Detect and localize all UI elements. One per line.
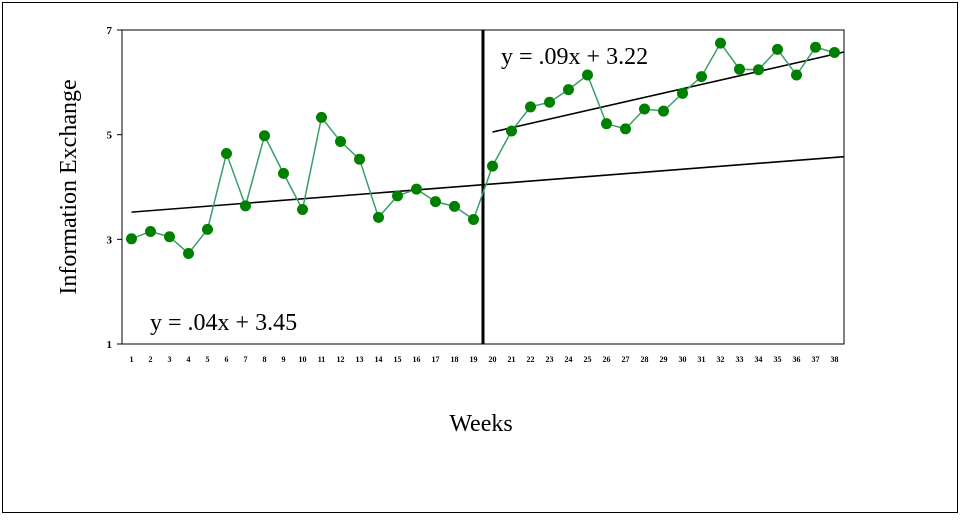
y-tick-label: 3: [107, 234, 113, 246]
data-point: [506, 125, 517, 137]
x-tick-label: 14: [375, 355, 383, 364]
data-point: [278, 167, 289, 179]
data-point: [829, 47, 840, 59]
x-tick-label: 2: [149, 355, 153, 364]
x-tick-label: 5: [206, 355, 210, 364]
data-point: [392, 190, 403, 202]
x-tick-label: 20: [489, 355, 497, 364]
x-tick-label: 21: [508, 355, 516, 364]
outer-border: [2, 2, 958, 513]
series-line: [131, 41, 835, 255]
data-point: [373, 211, 384, 223]
data-point: [449, 200, 460, 212]
data-point: [411, 183, 422, 195]
data-point: [810, 41, 821, 53]
data-point: [202, 223, 213, 235]
x-tick-label: 23: [546, 355, 554, 364]
x-tick-label: 10: [299, 355, 307, 364]
x-tick-label: 3: [168, 355, 172, 364]
x-tick-label: 24: [565, 355, 573, 364]
equation-phase-1: y = .04x + 3.45: [150, 310, 297, 336]
data-point: [430, 196, 441, 208]
x-tick-label: 11: [318, 355, 326, 364]
x-tick-label: 33: [736, 355, 744, 364]
data-point: [525, 101, 536, 113]
x-tick-label: 28: [641, 355, 649, 364]
x-tick-label: 31: [698, 355, 706, 364]
data-point: [715, 37, 726, 49]
x-tick-label: 4: [187, 355, 191, 364]
x-tick-label: 30: [679, 355, 687, 364]
data-point: [772, 43, 783, 55]
x-tick-label: 9: [282, 355, 286, 364]
x-tick-label: 12: [337, 355, 345, 364]
data-point: [753, 64, 764, 76]
data-point: [620, 123, 631, 135]
data-point: [791, 69, 802, 81]
x-axis-title: Weeks: [449, 411, 512, 437]
data-point: [468, 213, 479, 225]
data-point: [582, 69, 593, 81]
x-tick-label: 38: [831, 355, 839, 364]
x-tick-label: 26: [603, 355, 611, 364]
data-point: [240, 200, 251, 212]
y-tick-label: 7: [107, 25, 113, 37]
data-point: [126, 233, 137, 245]
x-tick-label: 29: [660, 355, 668, 364]
data-point: [658, 105, 669, 117]
x-tick-label: 1: [130, 355, 134, 364]
data-point: [734, 63, 745, 75]
data-point: [639, 103, 650, 115]
data-point: [487, 160, 498, 172]
x-tick-label: 32: [717, 355, 725, 364]
data-point: [677, 87, 688, 99]
equation-phase-2: y = .09x + 3.22: [501, 44, 648, 70]
x-tick-label: 15: [394, 355, 402, 364]
x-tick-label: 13: [356, 355, 364, 364]
x-tick-label: 7: [244, 355, 248, 364]
x-tick-label: 17: [432, 355, 440, 364]
x-tick-label: 35: [774, 355, 782, 364]
data-point: [544, 96, 555, 108]
x-tick-label: 18: [451, 355, 459, 364]
x-tick-label: 6: [225, 355, 229, 364]
data-point: [145, 225, 156, 237]
x-tick-label: 22: [527, 355, 535, 364]
data-point: [563, 84, 574, 96]
data-point: [696, 71, 707, 83]
x-tick-label: 27: [622, 355, 630, 364]
x-tick-label: 8: [263, 355, 267, 364]
data-point: [164, 231, 175, 243]
x-tick-label: 34: [755, 355, 763, 364]
x-tick-label: 36: [793, 355, 801, 364]
data-point: [354, 153, 365, 165]
data-point: [183, 247, 194, 259]
y-tick-label: 5: [107, 130, 113, 142]
x-tick-label: 16: [413, 355, 421, 364]
x-tick-label: 19: [470, 355, 478, 364]
data-point: [297, 204, 308, 216]
x-tick-label: 25: [584, 355, 592, 364]
y-tick-label: 1: [107, 339, 113, 351]
data-point: [601, 118, 612, 130]
y-axis-title: Information Exchange: [56, 79, 82, 294]
data-point: [335, 135, 346, 147]
trendline: [131, 155, 845, 213]
trendline: [492, 51, 845, 133]
x-tick-label: 37: [812, 355, 820, 364]
data-point: [221, 148, 232, 160]
data-point: [259, 130, 270, 142]
data-point: [316, 111, 327, 123]
